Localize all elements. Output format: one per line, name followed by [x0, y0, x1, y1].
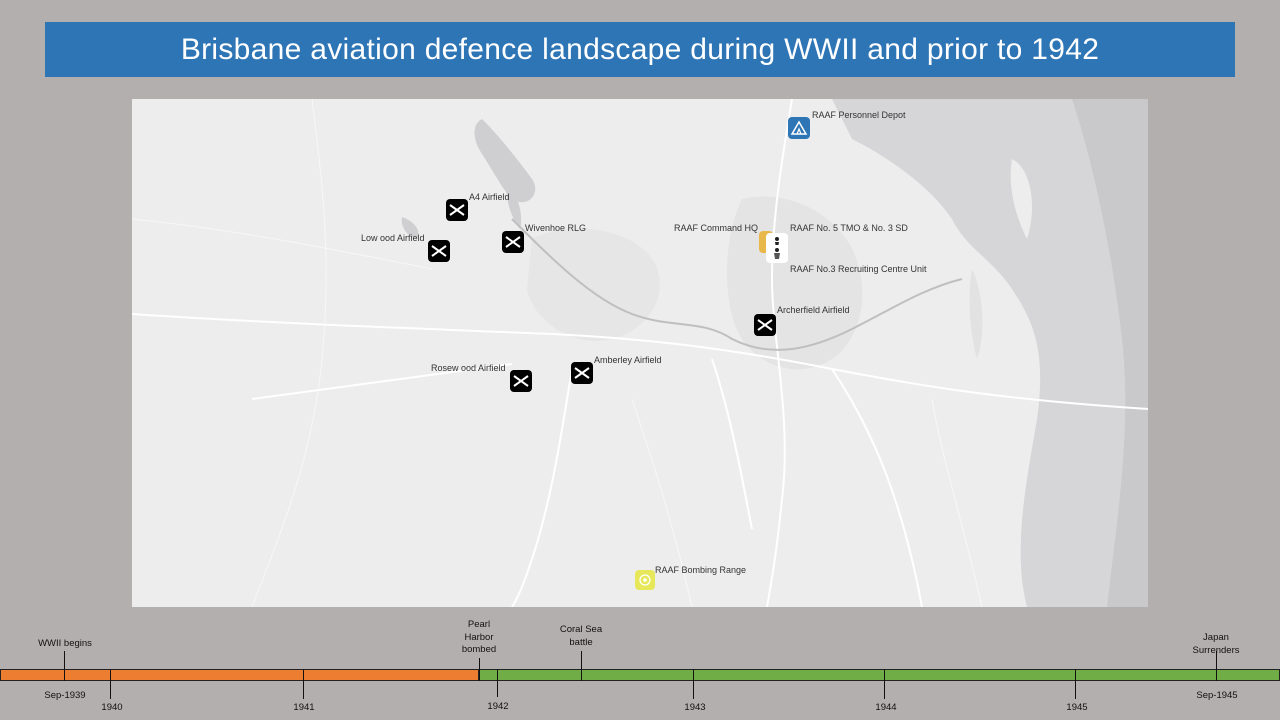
tick-pearl-harbor — [479, 658, 480, 681]
event-coral-sea: Coral Sea battle — [559, 624, 603, 648]
label-raaf-command-hq: RAAF Command HQ — [674, 223, 759, 233]
label-lowood-airfield: Low ood Airfield — [361, 233, 425, 243]
label-a4-airfield: A4 Airfield — [469, 192, 510, 202]
label-raaf-no5-tmo: RAAF No. 5 TMO & No. 3 SD — [790, 223, 908, 233]
label-1940: 1940 — [101, 702, 123, 713]
event-wwii-begins: WWII begins — [38, 638, 92, 649]
marker-archerfield-airfield[interactable] — [754, 314, 776, 336]
airfield-icon — [574, 367, 590, 379]
label-1942: 1942 — [487, 701, 509, 712]
label-amberley-airfield: Amberley Airfield — [594, 355, 662, 365]
airfield-icon — [505, 236, 521, 248]
tick-1944 — [884, 669, 885, 699]
airfield-icon — [513, 375, 529, 387]
event-japan-surrenders: Japan Surrenders — [1192, 632, 1240, 656]
airfield-icon — [757, 319, 773, 331]
label-rosewood-airfield: Rosew ood Airfield — [431, 363, 506, 373]
map-panel[interactable]: RAAF Personnel Depot A4 Airfield Wivenho… — [132, 99, 1148, 607]
marker-raaf-recruiting-centre[interactable] — [766, 245, 788, 263]
slide-title-text: Brisbane aviation defence landscape duri… — [180, 32, 1100, 66]
event-pearl-harbor: Pearl Harbor bombed — [461, 619, 497, 655]
marker-rosewood-airfield[interactable] — [510, 370, 532, 392]
label-raaf-bombing-range: RAAF Bombing Range — [655, 565, 747, 575]
label-1945: 1945 — [1066, 702, 1088, 713]
label-sep-1939: Sep-1939 — [44, 690, 86, 701]
marker-raaf-personnel-depot[interactable] — [788, 117, 810, 139]
tent-icon — [790, 120, 808, 135]
tick-sep-1945 — [1216, 651, 1217, 681]
marker-raaf-bombing-range[interactable] — [635, 570, 655, 590]
label-1941: 1941 — [293, 702, 315, 713]
map-basemap — [132, 99, 1148, 607]
timeline-prewar-bar — [0, 669, 479, 681]
marker-a4-airfield[interactable] — [446, 199, 468, 221]
airfield-icon — [431, 245, 447, 257]
label-raaf-recruiting-centre: RAAF No.3 Recruiting Centre Unit — [790, 264, 927, 274]
tick-1942 — [497, 669, 498, 697]
label-raaf-personnel-depot: RAAF Personnel Depot — [812, 110, 906, 120]
label-sep-1945: Sep-1945 — [1196, 690, 1238, 701]
marker-amberley-airfield[interactable] — [571, 362, 593, 384]
label-wivenhoe-rlg: Wivenhoe RLG — [525, 223, 587, 233]
tick-1940 — [110, 669, 111, 699]
timeline: WWII begins Pearl Harbor bombed Coral Se… — [0, 608, 1280, 720]
timeline-war-bar — [479, 669, 1280, 681]
tick-1941 — [303, 669, 304, 699]
airfield-icon — [449, 204, 465, 216]
tick-1943 — [693, 669, 694, 699]
marker-lowood-airfield[interactable] — [428, 240, 450, 262]
slide-title: Brisbane aviation defence landscape duri… — [45, 22, 1235, 77]
tick-1945 — [1075, 669, 1076, 699]
marker-wivenhoe-rlg[interactable] — [502, 231, 524, 253]
label-archerfield-airfield: Archerfield Airfield — [777, 305, 850, 315]
recruit-icon — [774, 248, 780, 259]
tick-coral-sea — [581, 651, 582, 681]
label-1943: 1943 — [684, 702, 706, 713]
target-icon — [639, 574, 651, 586]
tick-sep-1939 — [64, 651, 65, 681]
label-1944: 1944 — [875, 702, 897, 713]
